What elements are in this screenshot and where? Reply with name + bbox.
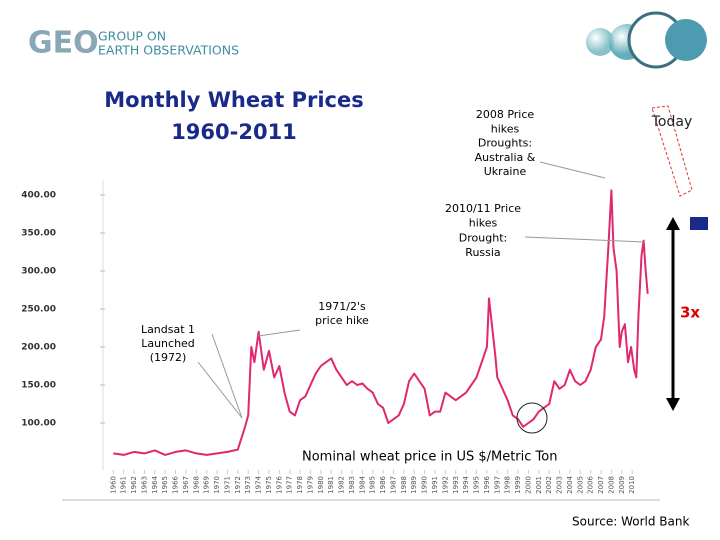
x-tick-label: 1976 [275, 475, 283, 493]
y-tick-label: 300.00 [21, 267, 56, 277]
plot: 100.00 150.00 200.00 250.00 300.00 350.00 400.… [21, 189, 649, 494]
x-tick-label: 1985 [369, 476, 377, 494]
x-tick-label: 2008 [607, 476, 615, 494]
x-tick-label: 1988 [400, 476, 408, 494]
annotation: Landsat 1 [141, 323, 195, 336]
x-tick-label: 1987 [389, 476, 397, 494]
range-arrow [666, 217, 680, 411]
x-tick-label: 2007 [597, 476, 605, 494]
x-tick-label: 1991 [431, 476, 439, 494]
x-tick-label: 1970 [213, 476, 221, 494]
annotation: 1971/2's [318, 300, 366, 313]
x-tick-label: 1978 [296, 476, 304, 494]
x-tick-label: 2010 [628, 476, 636, 494]
annotation: Australia & [475, 151, 536, 164]
annotation: Droughts: [478, 137, 532, 150]
x-tick-label: 1992 [441, 476, 449, 494]
decor-circles [586, 11, 707, 69]
x-tick-label: 1963 [140, 476, 148, 494]
y-tick-label: 150.00 [21, 381, 56, 391]
y-tick-label: 400.00 [21, 191, 56, 201]
x-tick-label: 1995 [473, 476, 481, 494]
x-tick-label: 1965 [161, 476, 169, 494]
x-tick-label: 1973 [244, 476, 252, 494]
x-tick-label: 1982 [338, 476, 346, 494]
x-tick-label: 1960 [109, 476, 117, 494]
x-tick-label: 2004 [566, 475, 574, 493]
y-tick-label: 250.00 [21, 305, 56, 315]
callouts [197, 105, 693, 434]
x-tick-label: 1999 [514, 476, 522, 494]
x-tick-label: 1998 [504, 476, 512, 494]
x-tick-label: 2009 [618, 476, 626, 494]
marker-square [690, 217, 708, 230]
x-tick-label: 1984 [358, 475, 366, 493]
x-tick-label: 1968 [192, 476, 200, 494]
x-tick-label: 2001 [535, 476, 543, 494]
x-tick-label: 1986 [379, 475, 387, 493]
x-tick-label: 1961 [120, 476, 128, 494]
logo-text: EARTH OBSERVATIONS [98, 43, 239, 58]
annotation: hikes [469, 217, 498, 230]
x-tick-label: 1980 [317, 476, 325, 494]
x-tick-label: 2005 [576, 476, 584, 494]
annotation: 2010/11 Price [445, 202, 521, 215]
x-tick-label: 2000 [524, 476, 532, 494]
x-tick-label: 1997 [493, 476, 501, 494]
annotation: 3x [680, 304, 700, 322]
x-tick-label: 1974 [255, 475, 263, 493]
x-tick-label: 1962 [130, 476, 138, 494]
x-tick-label: 1975 [265, 476, 273, 494]
y-tick-label: 100.00 [21, 419, 56, 429]
annotation: (1972) [150, 351, 187, 364]
x-tick-label: 1990 [421, 476, 429, 494]
price-line [113, 189, 649, 456]
annotation: Drought: [459, 231, 507, 244]
logo: GEO GROUP ON EARTH OBSERVATIONS [28, 26, 239, 61]
x-tick-label: 1977 [286, 476, 294, 494]
x-tick-label: 1967 [182, 476, 190, 494]
x-tick-label: 1993 [452, 476, 460, 494]
x-tick-label: 1994 [462, 475, 470, 493]
x-tick-label: 1966 [172, 475, 180, 493]
y-tick-label: 350.00 [21, 229, 56, 239]
annotation: Today [651, 114, 693, 130]
y-tick-label: 200.00 [21, 343, 56, 353]
x-tick-label: 2002 [545, 476, 553, 494]
x-tick-label: 2003 [556, 476, 564, 494]
annotation: Ukraine [484, 165, 527, 178]
x-tick-label: 1981 [327, 476, 335, 494]
x-tick-label: 1972 [234, 476, 242, 494]
x-tick-label: 1971 [223, 476, 231, 494]
x-tick-label: 1996 [483, 475, 491, 493]
x-tick-label: 1979 [306, 476, 314, 494]
annotation: 2008 Price [476, 108, 535, 121]
source: Source: World Bank [572, 515, 689, 529]
title: 1960-2011 [171, 120, 297, 144]
annotation: Russia [465, 246, 500, 259]
annotation: hikes [491, 122, 520, 135]
x-tick-label: 1964 [151, 475, 159, 493]
logo-mark: GEO [28, 26, 99, 61]
annotation: Launched [141, 337, 195, 350]
x-tick-label: 2006 [587, 475, 595, 493]
x-tick-label: 1983 [348, 476, 356, 494]
title: Monthly Wheat Prices [104, 88, 363, 112]
annotation: price hike [315, 314, 369, 327]
x-tick-label: 1989 [410, 476, 418, 494]
annotation: Nominal wheat price in US $/Metric Ton [302, 450, 557, 465]
x-tick-label: 1969 [203, 476, 211, 494]
logo-text: GROUP ON [98, 29, 166, 44]
